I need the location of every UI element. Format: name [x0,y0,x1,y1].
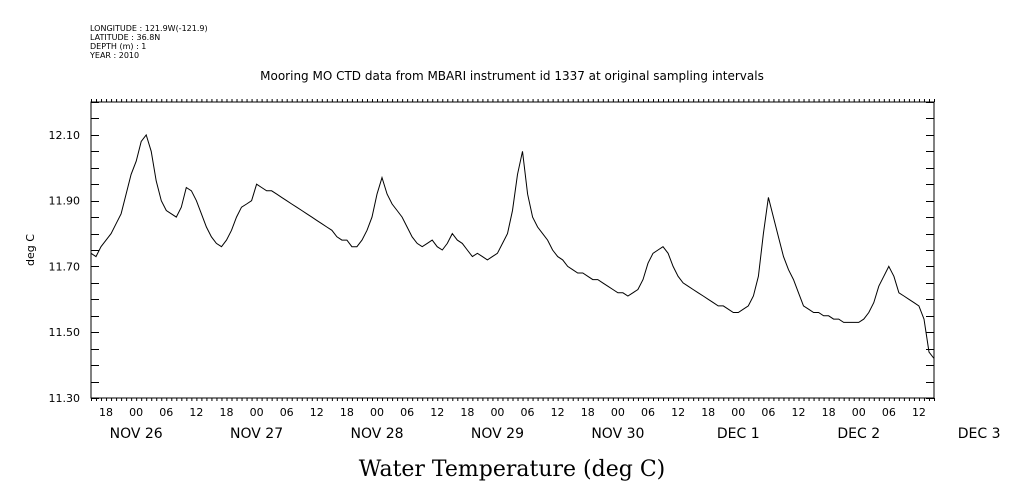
x-time-tick-label: 18 [340,406,354,419]
x-time-tick-label: 00 [852,406,866,419]
x-axis-label: Water Temperature (deg C) [359,457,666,482]
x-time-tick-label: 12 [671,406,685,419]
y-axis: 11.30 11.50 11.70 11.90 12.10 [49,102,934,405]
x-time-tick-label: 12 [551,406,565,419]
x-time-tick-label: 00 [731,406,745,419]
x-time-tick-label: 06 [280,406,294,419]
x-time-tick-label: 06 [521,406,535,419]
x-axis: 18 00 06 12 18 00 06 12 18 00 06 12 18 00 06 12 18 00 06 12… [99,406,1000,442]
x-time-tick-label: 00 [490,406,504,419]
x-time-tick-label: 06 [882,406,896,419]
x-time-tick-label: 18 [581,406,595,419]
y-tick-label: 11.70 [49,260,81,273]
x-time-tick-label: 00 [611,406,625,419]
x-time-tick-label: 06 [761,406,775,419]
x-date-label: NOV 27 [230,426,283,442]
chart-title: Mooring MO CTD data from MBARI instrumen… [260,69,764,83]
x-time-tick-label: 18 [822,406,836,419]
x-date-label: NOV 30 [591,426,644,442]
x-time-tick-label: 06 [400,406,414,419]
y-tick-label: 12.10 [49,129,81,142]
x-time-tick-label: 18 [219,406,233,419]
x-time-tick-label: 12 [792,406,806,419]
x-time-tick-label: 12 [912,406,926,419]
x-date-label: NOV 26 [110,426,163,442]
x-time-tick-label: 00 [370,406,384,419]
x-date-label: DEC 1 [717,426,760,442]
y-axis-label: deg C [24,234,37,266]
x-time-tick-label: 18 [460,406,474,419]
longitude-label: LONGITUDE : 121.9W(-121.9) [90,24,208,33]
x-time-tick-label: 18 [701,406,715,419]
year-label: YEAR : 2010 [89,51,139,60]
y-tick-label: 11.50 [49,326,81,339]
latitude-label: LATITUDE : 36.8N [90,33,160,42]
x-date-label: NOV 28 [350,426,403,442]
plot-frame [90,101,935,399]
depth-label: DEPTH (m) : 1 [90,42,146,51]
x-date-label: DEC 2 [837,426,880,442]
minor-ticks [91,99,935,401]
y-tick-label: 11.90 [49,195,81,208]
x-time-tick-label: 12 [430,406,444,419]
x-time-tick-label: 18 [99,406,113,419]
x-time-tick-label: 00 [250,406,264,419]
x-time-tick-label: 06 [159,406,173,419]
x-date-label: NOV 29 [471,426,524,442]
x-date-label: DEC 3 [958,426,1001,442]
x-time-tick-label: 12 [189,406,203,419]
x-time-tick-label: 06 [641,406,655,419]
y-tick-label: 11.30 [49,392,81,405]
x-time-tick-label: 00 [129,406,143,419]
temperature-series-line [90,133,935,359]
x-time-tick-label: 12 [310,406,324,419]
